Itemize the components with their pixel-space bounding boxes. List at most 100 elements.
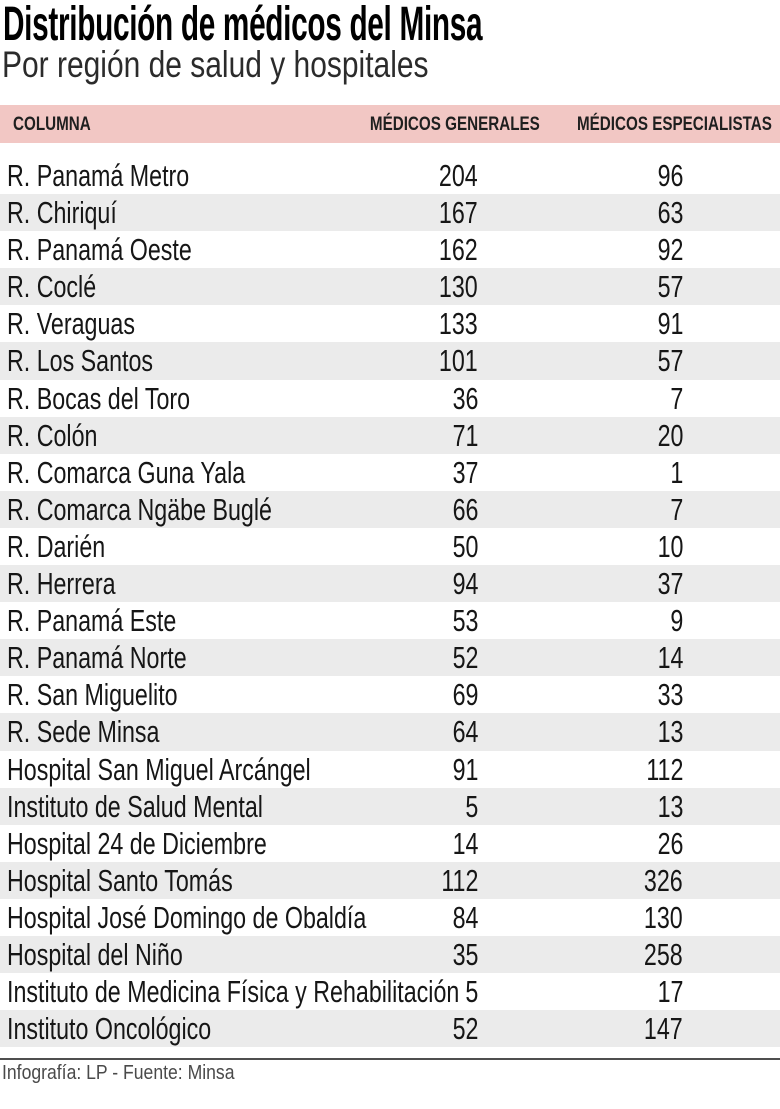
row-value-generales: 112 <box>440 862 478 898</box>
row-label: R. Comarca Guna Yala <box>7 454 246 490</box>
table-row: Hospital San Miguel Arcángel 91 112 <box>0 750 780 788</box>
table-row: Hospital José Domingo de Obaldía 84 130 <box>0 898 780 936</box>
table-row: R. Colón 71 20 <box>0 416 780 454</box>
row-value-especialistas: 13 <box>657 788 683 824</box>
row-label: R. Panamá Oeste <box>7 232 192 268</box>
row-value-generales: 5 <box>465 788 478 824</box>
table-row: Instituto Oncológico 52 147 <box>0 1010 780 1048</box>
table-header: COLUMNA MÉDICOS GENERALES MÉDICOS ESPECI… <box>0 105 780 143</box>
row-value-generales: 162 <box>439 232 478 268</box>
row-value-generales: 53 <box>452 603 478 639</box>
column-header-medicos-generales: MÉDICOS GENERALES <box>370 113 540 135</box>
row-value-especialistas: 33 <box>657 677 683 713</box>
row-value-especialistas: 7 <box>670 491 683 527</box>
row-value-especialistas: 112 <box>645 751 683 787</box>
row-value-generales: 84 <box>452 899 478 935</box>
row-label: R. Sede Minsa <box>7 714 160 750</box>
row-value-generales: 94 <box>452 566 478 602</box>
row-label: R. Chiriquí <box>7 195 117 231</box>
row-value-generales: 167 <box>439 195 478 231</box>
row-value-especialistas: 96 <box>657 158 683 193</box>
row-value-especialistas: 57 <box>657 343 683 379</box>
row-label: R. Herrera <box>7 566 116 602</box>
table-row: Hospital 24 de Diciembre 14 26 <box>0 824 780 862</box>
row-value-generales: 52 <box>452 1011 478 1047</box>
table-row: R. Panamá Norte 52 14 <box>0 639 780 677</box>
table-row: Hospital Santo Tomás 112 326 <box>0 861 780 899</box>
row-label: R. Coclé <box>7 269 97 305</box>
table-row: R. Comarca Ngäbe Buglé 66 7 <box>0 490 780 528</box>
row-value-especialistas: 9 <box>670 603 683 639</box>
table-row: R. Panamá Metro 204 96 <box>0 157 780 195</box>
table-row: R. San Miguelito 69 33 <box>0 676 780 714</box>
row-value-especialistas: 17 <box>657 974 683 1010</box>
row-label: R. Panamá Metro <box>7 158 190 193</box>
row-value-especialistas: 147 <box>644 1011 683 1047</box>
row-label: R. Panamá Este <box>7 603 177 639</box>
row-label: R. Darién <box>7 528 106 564</box>
row-value-generales: 133 <box>439 306 478 342</box>
row-label: Hospital José Domingo de Obaldía <box>7 899 367 935</box>
row-label: R. Bocas del Toro <box>7 380 191 416</box>
row-value-especialistas: 130 <box>644 899 683 935</box>
page-title: Distribución de médicos del Minsa <box>3 0 483 51</box>
row-value-especialistas: 57 <box>657 269 683 305</box>
row-value-generales: 37 <box>452 454 478 490</box>
table-row: R. Panamá Oeste 162 92 <box>0 231 780 269</box>
row-value-especialistas: 37 <box>657 566 683 602</box>
row-label: R. Colón <box>7 417 98 453</box>
row-value-especialistas: 1 <box>670 454 683 490</box>
row-value-generales: 130 <box>439 269 478 305</box>
row-value-generales: 36 <box>452 380 478 416</box>
row-label: Hospital 24 de Diciembre <box>7 825 267 861</box>
row-value-generales: 14 <box>452 825 478 861</box>
row-value-generales: 50 <box>452 528 478 564</box>
row-value-generales: 35 <box>452 936 478 972</box>
row-value-generales: 91 <box>452 751 478 787</box>
table-row: R. Darién 50 10 <box>0 527 780 566</box>
row-value-generales: 69 <box>452 677 478 713</box>
row-value-generales: 204 <box>439 158 478 193</box>
row-value-generales: 66 <box>452 491 478 527</box>
row-label: R. Veraguas <box>7 306 135 342</box>
footer-divider <box>0 1058 780 1060</box>
row-value-generales: 52 <box>452 640 478 676</box>
row-label: R. Comarca Ngäbe Buglé <box>7 491 272 527</box>
table-row: R. Coclé 130 57 <box>0 268 780 306</box>
table-row: R. Comarca Guna Yala 37 1 <box>0 453 780 491</box>
credit-line: Infografía: LP - Fuente: Minsa <box>2 1062 235 1084</box>
page-subtitle: Por región de salud y hospitales <box>2 44 429 85</box>
row-label: Hospital del Niño <box>7 936 183 972</box>
table-row: Hospital del Niño 35 258 <box>0 935 780 974</box>
row-label: R. Panamá Norte <box>7 640 187 676</box>
row-label: Instituto Oncológico <box>7 1011 212 1047</box>
row-value-generales: 71 <box>452 417 478 453</box>
row-value-especialistas: 10 <box>657 528 683 564</box>
row-value-especialistas: 20 <box>657 417 683 453</box>
row-value-especialistas: 326 <box>644 862 683 898</box>
row-value-especialistas: 258 <box>644 936 683 972</box>
table-row: R. Sede Minsa 64 13 <box>0 713 780 751</box>
row-value-especialistas: 13 <box>657 714 683 750</box>
row-value-especialistas: 14 <box>657 640 683 676</box>
row-value-especialistas: 63 <box>657 195 683 231</box>
table-row: Instituto de Medicina Física y Rehabilit… <box>0 973 780 1011</box>
table-row: R. Veraguas 133 91 <box>0 305 780 343</box>
row-value-generales: 64 <box>452 714 478 750</box>
table-row: R. Chiriquí 167 63 <box>0 194 780 232</box>
row-label: R. San Miguelito <box>7 677 178 713</box>
table-row: R. Herrera 94 37 <box>0 565 780 603</box>
table-body: R. Panamá Metro 204 96 R. Chiriquí 167 6… <box>0 157 780 1048</box>
row-value-especialistas: 91 <box>657 306 683 342</box>
table-row: Instituto de Salud Mental 5 13 <box>0 787 780 825</box>
row-label: Instituto de Medicina Física y Rehabilit… <box>7 974 460 1010</box>
row-label: Hospital San Miguel Arcángel <box>7 751 311 787</box>
table-row: R. Los Santos 101 57 <box>0 342 780 380</box>
row-label: R. Los Santos <box>7 343 154 379</box>
column-header-columna: COLUMNA <box>13 113 91 135</box>
row-value-especialistas: 92 <box>657 232 683 268</box>
row-value-generales: 5 <box>465 974 478 1010</box>
table-row: R. Bocas del Toro 36 7 <box>0 379 780 417</box>
column-header-medicos-especialistas: MÉDICOS ESPECIALISTAS <box>577 113 772 135</box>
